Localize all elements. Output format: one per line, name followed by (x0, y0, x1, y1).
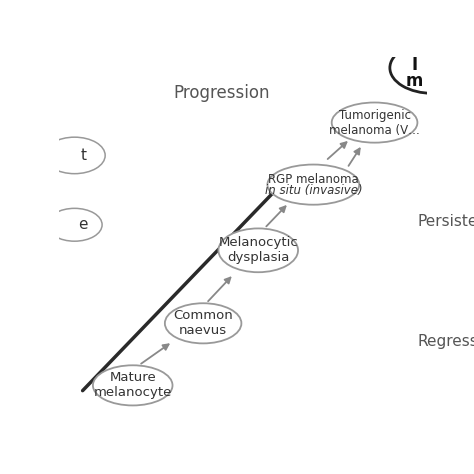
Text: Common
naevus: Common naevus (173, 310, 233, 337)
Ellipse shape (332, 102, 418, 143)
Text: Mature
melanocyte: Mature melanocyte (93, 371, 172, 400)
Text: e: e (78, 217, 88, 232)
Text: Tumorigenic
melanoma (V…: Tumorigenic melanoma (V… (329, 109, 420, 137)
Ellipse shape (165, 303, 241, 343)
Text: RGP melanoma: RGP melanoma (268, 173, 359, 185)
Ellipse shape (47, 209, 102, 241)
Ellipse shape (390, 42, 474, 93)
Text: Regression: Regression (418, 334, 474, 349)
Text: I: I (411, 56, 418, 74)
Ellipse shape (44, 137, 105, 173)
Text: Melanocytic
dysplasia: Melanocytic dysplasia (219, 237, 298, 264)
Ellipse shape (267, 164, 359, 205)
Text: m: m (406, 72, 423, 90)
Text: in situ (invasive): in situ (invasive) (264, 184, 362, 197)
Text: Persistence: Persistence (418, 214, 474, 228)
Ellipse shape (219, 228, 298, 272)
Ellipse shape (93, 365, 173, 405)
Text: Progression: Progression (173, 84, 270, 102)
Text: t: t (81, 148, 87, 163)
